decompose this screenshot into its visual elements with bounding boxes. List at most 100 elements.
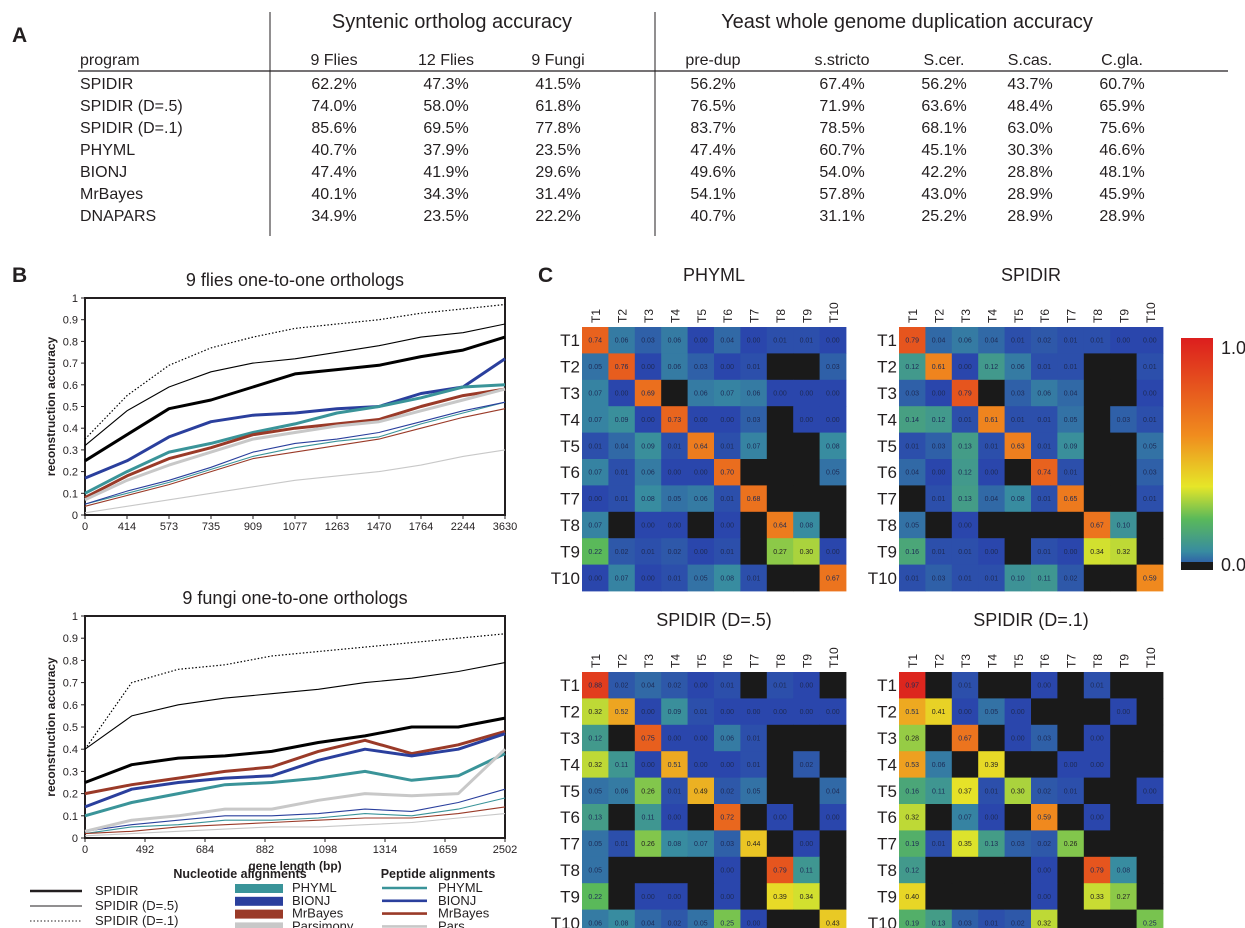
heatmap-cell bbox=[1083, 485, 1111, 513]
heatmap-cell-value: 0.01 bbox=[958, 683, 972, 690]
heatmap-cell-value: 0.06 bbox=[615, 338, 629, 345]
heatmap-cell bbox=[819, 379, 847, 407]
heatmap-cell bbox=[687, 432, 715, 460]
heatmap-cell bbox=[899, 485, 926, 513]
heatmap-cell bbox=[1031, 327, 1058, 354]
table-cell: 54.0% bbox=[819, 164, 864, 181]
heatmap-cell-value: 0.08 bbox=[1011, 496, 1025, 503]
heatmap-col-label: T2 bbox=[933, 309, 947, 323]
heatmap-cell bbox=[899, 672, 926, 699]
heatmap-cell bbox=[1110, 830, 1137, 858]
heatmap-cell bbox=[1004, 698, 1032, 726]
heatmap-cell-value: 0.01 bbox=[1143, 496, 1157, 503]
heatmap-cell-value: 0.05 bbox=[905, 523, 919, 530]
heatmap-row-label: T10 bbox=[551, 914, 580, 928]
series-line-mrbayes bbox=[84, 729, 506, 796]
x-tick-label: 1659 bbox=[433, 844, 457, 856]
heatmap-cell bbox=[819, 459, 847, 486]
heatmap-cell bbox=[819, 485, 847, 513]
heatmap-cell-value: 0.01 bbox=[668, 575, 682, 582]
heatmap-cell bbox=[1083, 459, 1111, 486]
heatmap-cell bbox=[951, 777, 979, 805]
heatmap-cell-value: 0.30 bbox=[800, 549, 814, 556]
table-cell: 41.9% bbox=[423, 164, 468, 181]
heatmap-cell bbox=[1136, 672, 1164, 699]
heatmap-cell-value: 0.05 bbox=[694, 575, 708, 582]
heatmap-cell-value: 0.03 bbox=[720, 841, 734, 848]
heatmap-cell bbox=[687, 751, 715, 778]
series-line-phyml bbox=[84, 797, 506, 835]
table-cell: 47.3% bbox=[423, 76, 468, 93]
heatmap-cell-value: 0.64 bbox=[773, 523, 787, 530]
heatmap-cell bbox=[1110, 724, 1137, 752]
heatmap-cell bbox=[978, 698, 1005, 726]
heatmap-cell-value: 0.00 bbox=[826, 549, 840, 556]
heatmap-cell bbox=[634, 432, 662, 460]
legend-title-peptide: Peptide alignments bbox=[381, 867, 496, 881]
heatmap-cell-value: 0.88 bbox=[588, 683, 602, 690]
table-cell: 25.2% bbox=[921, 208, 966, 225]
heatmap-col-label: T4 bbox=[985, 309, 999, 323]
heatmap-cell bbox=[1057, 432, 1085, 460]
heatmap-cell bbox=[766, 804, 794, 831]
y-tick-label: 0.7 bbox=[63, 358, 78, 370]
heatmap-cell bbox=[978, 379, 1005, 407]
heatmap-col-label: T9 bbox=[800, 654, 814, 668]
heatmap-col-label: T3 bbox=[642, 654, 656, 668]
heatmap-cell-value: 0.00 bbox=[720, 868, 734, 875]
heatmap-cell-value: 0.75 bbox=[641, 736, 655, 743]
table-group-title-yeast: Yeast whole genome duplication accuracy bbox=[721, 11, 1093, 33]
heatmap-cell-value: 0.06 bbox=[720, 736, 734, 743]
heatmap-cell-value: 0.01 bbox=[932, 496, 946, 503]
heatmap-cell bbox=[1057, 327, 1085, 354]
heatmap-cell bbox=[978, 724, 1005, 752]
heatmap-cell-value: 0.04 bbox=[985, 496, 999, 503]
heatmap-cell-value: 0.01 bbox=[1037, 549, 1051, 556]
series-line-mrbayes bbox=[84, 387, 506, 499]
heatmap-cell bbox=[899, 804, 926, 831]
heatmap-row-label: T6 bbox=[877, 463, 897, 482]
heatmap-cell bbox=[661, 459, 688, 486]
heatmap-cell bbox=[1004, 856, 1032, 884]
heatmap-cell bbox=[766, 724, 794, 752]
heatmap-col-label: T9 bbox=[800, 309, 814, 323]
heatmap-cell bbox=[1136, 830, 1164, 858]
table-cell: 57.8% bbox=[819, 186, 864, 203]
heatmap-title: SPIDIR (D=.1) bbox=[973, 610, 1089, 630]
heatmap-cell-value: 0.03 bbox=[932, 575, 946, 582]
heatmap-cell-value: 0.00 bbox=[1090, 736, 1104, 743]
plot-title: 9 flies one-to-one orthologs bbox=[186, 270, 404, 290]
heatmap-cell-value: 0.07 bbox=[720, 391, 734, 398]
heatmap-row-label: T3 bbox=[877, 384, 897, 403]
heatmap-cell bbox=[582, 830, 609, 858]
heatmap-cell bbox=[1004, 751, 1032, 778]
heatmap-cell-value: 0.08 bbox=[668, 841, 682, 848]
heatmap-cell bbox=[687, 353, 715, 381]
heatmap-cell-value: 0.12 bbox=[932, 417, 946, 424]
table-column-header: 9 Flies bbox=[310, 52, 357, 69]
table-cell: 37.9% bbox=[423, 142, 468, 159]
heatmap-phyml: PHYML T1 T2 T3 T4 T5 T6 T7 T8 T9 T10 T1 0.74 0.06 0.03… bbox=[551, 265, 847, 592]
heatmap-cell bbox=[951, 511, 979, 539]
heatmap-cell-value: 0.03 bbox=[1011, 841, 1025, 848]
heatmap-cell-value: 0.07 bbox=[958, 815, 972, 822]
heatmap-col-label: T1 bbox=[589, 654, 603, 668]
heatmap-cell bbox=[634, 830, 662, 858]
heatmap-col-label: T2 bbox=[616, 309, 630, 323]
heatmap-cell bbox=[740, 751, 768, 778]
heatmap-cell-value: 0.26 bbox=[1064, 841, 1078, 848]
heatmap-cell bbox=[661, 432, 688, 460]
heatmap-cell bbox=[582, 406, 609, 433]
heatmap-cell bbox=[1004, 830, 1032, 858]
heatmap-cell-value: 0.61 bbox=[985, 417, 999, 424]
heatmap-cell-value: 0.05 bbox=[588, 364, 602, 371]
heatmap-row-label: T2 bbox=[877, 358, 897, 377]
table-row-label: SPIDIR bbox=[80, 76, 133, 93]
heatmap-cell bbox=[661, 353, 688, 381]
heatmap-col-label: T2 bbox=[933, 654, 947, 668]
heatmap-cell bbox=[766, 777, 794, 805]
heatmap-cell bbox=[687, 804, 715, 831]
heatmap-cell-value: 0.32 bbox=[1117, 549, 1131, 556]
heatmap-cell-value: 0.67 bbox=[958, 736, 972, 743]
heatmap-cell-value: 0.76 bbox=[615, 364, 629, 371]
